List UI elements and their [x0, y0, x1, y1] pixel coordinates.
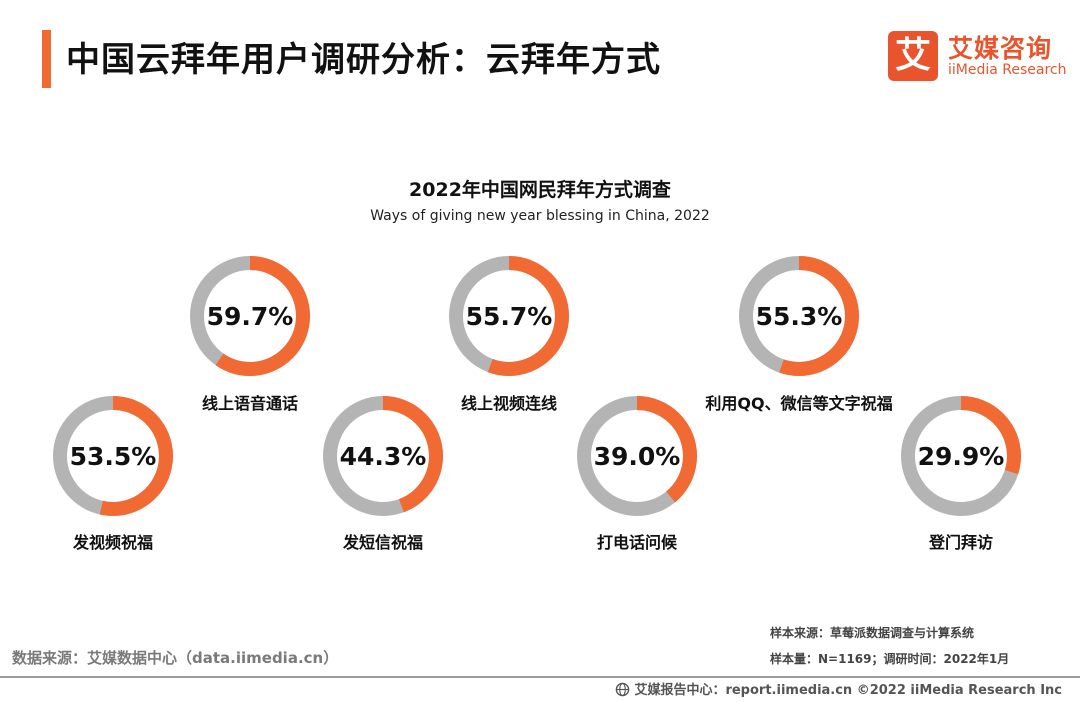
page-title: 中国云拜年用户调研分析：云拜年方式 — [66, 40, 661, 80]
donut-value-arc[interactable] — [901, 396, 1021, 516]
donut-value-arc[interactable] — [577, 396, 697, 516]
globe-icon — [615, 682, 630, 701]
donut-value-label: 55.3% — [756, 302, 843, 331]
sample-size-note: 样本量：N=1169；调研时间：2022年1月 — [770, 652, 1010, 666]
chart-title: 2022年中国网民拜年方式调查 — [409, 179, 671, 201]
donut-2: 55.7% 线上视频连线 — [449, 256, 569, 413]
title-accent-bar — [42, 30, 51, 88]
donut-value-arc[interactable] — [449, 256, 569, 376]
sample-source-note: 样本来源：草莓派数据调查与计算系统 — [770, 626, 975, 640]
footer-text: 艾媒报告中心：report.iimedia.cn ©2022 iiMedia R… — [634, 683, 1062, 698]
donut-category-label: 利用QQ、微信等文字祝福 — [705, 394, 892, 413]
donut-value-arc[interactable] — [53, 396, 173, 516]
donut-value-label: 39.0% — [594, 442, 681, 471]
donut-value-label: 29.9% — [918, 442, 1005, 471]
donut-value-label: 59.7% — [207, 302, 294, 331]
logo-name-cn: 艾媒咨询 — [948, 34, 1053, 63]
survey-notes: 样本来源：草莓派数据调查与计算系统 样本量：N=1169；调研时间：2022年1… — [770, 620, 1009, 672]
data-source: 数据来源：艾媒数据中心（data.iimedia.cn） — [12, 649, 339, 667]
brand-logo[interactable]: 艾 艾媒咨询 iiMedia Research — [888, 31, 1068, 81]
donut-value-label: 53.5% — [70, 442, 157, 471]
donut-6: 39.0% 打电话问候 — [577, 396, 697, 552]
donut-3: 55.3% 利用QQ、微信等文字祝福 — [705, 256, 893, 413]
donut-category-label: 发视频祝福 — [72, 533, 153, 552]
donut-category-label: 打电话问候 — [597, 533, 678, 552]
donut-category-label: 线上语音通话 — [202, 394, 298, 413]
donut-value-arc[interactable] — [739, 256, 859, 376]
footer: 艾媒报告中心：report.iimedia.cn ©2022 iiMedia R… — [615, 679, 1062, 701]
donut-value-arc[interactable] — [190, 256, 310, 376]
donut-1: 59.7% 线上语音通话 — [190, 256, 310, 413]
donut-7: 29.9% 登门拜访 — [901, 396, 1021, 552]
donut-value-arc[interactable] — [323, 396, 443, 516]
donut-4: 53.5% 发视频祝福 — [53, 396, 173, 552]
donut-category-label: 线上视频连线 — [461, 394, 557, 413]
donut-5: 44.3% 发短信祝福 — [323, 396, 443, 552]
donut-category-label: 登门拜访 — [928, 533, 993, 552]
donut-category-label: 发短信祝福 — [342, 533, 423, 552]
logo-name-en: iiMedia Research — [948, 62, 1067, 78]
donut-value-label: 44.3% — [340, 442, 427, 471]
donut-value-label: 55.7% — [466, 302, 553, 331]
footer-divider — [0, 676, 1080, 678]
chart-subtitle: Ways of giving new year blessing in Chin… — [370, 208, 710, 224]
logo-mark-icon: 艾 — [888, 31, 938, 81]
